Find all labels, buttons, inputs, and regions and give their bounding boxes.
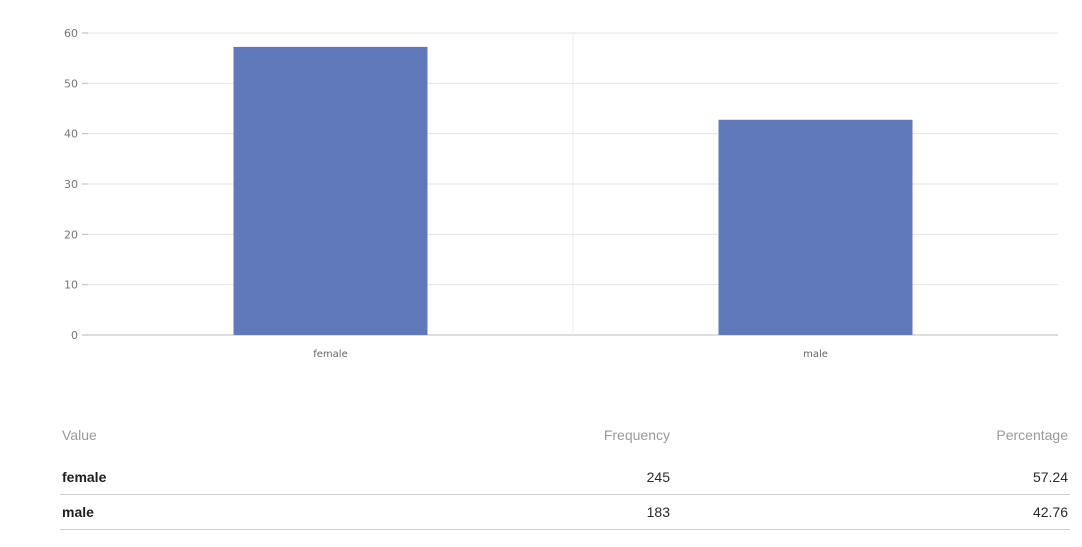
bar-female bbox=[233, 46, 428, 335]
column-header-frequency: Frequency bbox=[603, 427, 670, 443]
bar-male bbox=[718, 119, 913, 336]
row-frequency-cell: 245 bbox=[646, 469, 670, 485]
y-axis-tick-labels: 0 10 20 30 40 50 60 bbox=[64, 27, 78, 342]
row-value-cell: female bbox=[62, 469, 107, 485]
row-frequency-cell: 183 bbox=[646, 504, 670, 520]
y-tick-label: 40 bbox=[64, 128, 78, 141]
table-row: female 245 57.24 bbox=[60, 460, 1070, 495]
y-tick-label: 0 bbox=[71, 329, 78, 342]
row-percentage-cell: 57.24 bbox=[1032, 469, 1068, 485]
y-tick-label: 20 bbox=[64, 228, 78, 241]
table-row: male 183 42.76 bbox=[60, 495, 1070, 530]
bar-chart: 0 10 20 30 40 50 60 female male bbox=[64, 27, 1058, 360]
x-category-label: female bbox=[313, 349, 347, 360]
x-category-label: male bbox=[803, 349, 828, 360]
column-header-value: Value bbox=[62, 427, 97, 443]
y-tick-label: 10 bbox=[64, 279, 78, 292]
row-value-cell: male bbox=[62, 504, 94, 520]
x-axis-category-labels: female male bbox=[313, 349, 828, 360]
column-header-percentage: Percentage bbox=[996, 427, 1068, 443]
row-percentage-cell: 42.76 bbox=[1032, 504, 1068, 520]
y-tick-label: 50 bbox=[64, 77, 78, 90]
frequency-table: Value Frequency Percentage female 245 57… bbox=[60, 415, 1070, 530]
y-tick-label: 60 bbox=[64, 27, 78, 40]
table-header-row: Value Frequency Percentage bbox=[60, 415, 1070, 460]
y-tick-label: 30 bbox=[64, 178, 78, 191]
bars bbox=[233, 46, 913, 336]
